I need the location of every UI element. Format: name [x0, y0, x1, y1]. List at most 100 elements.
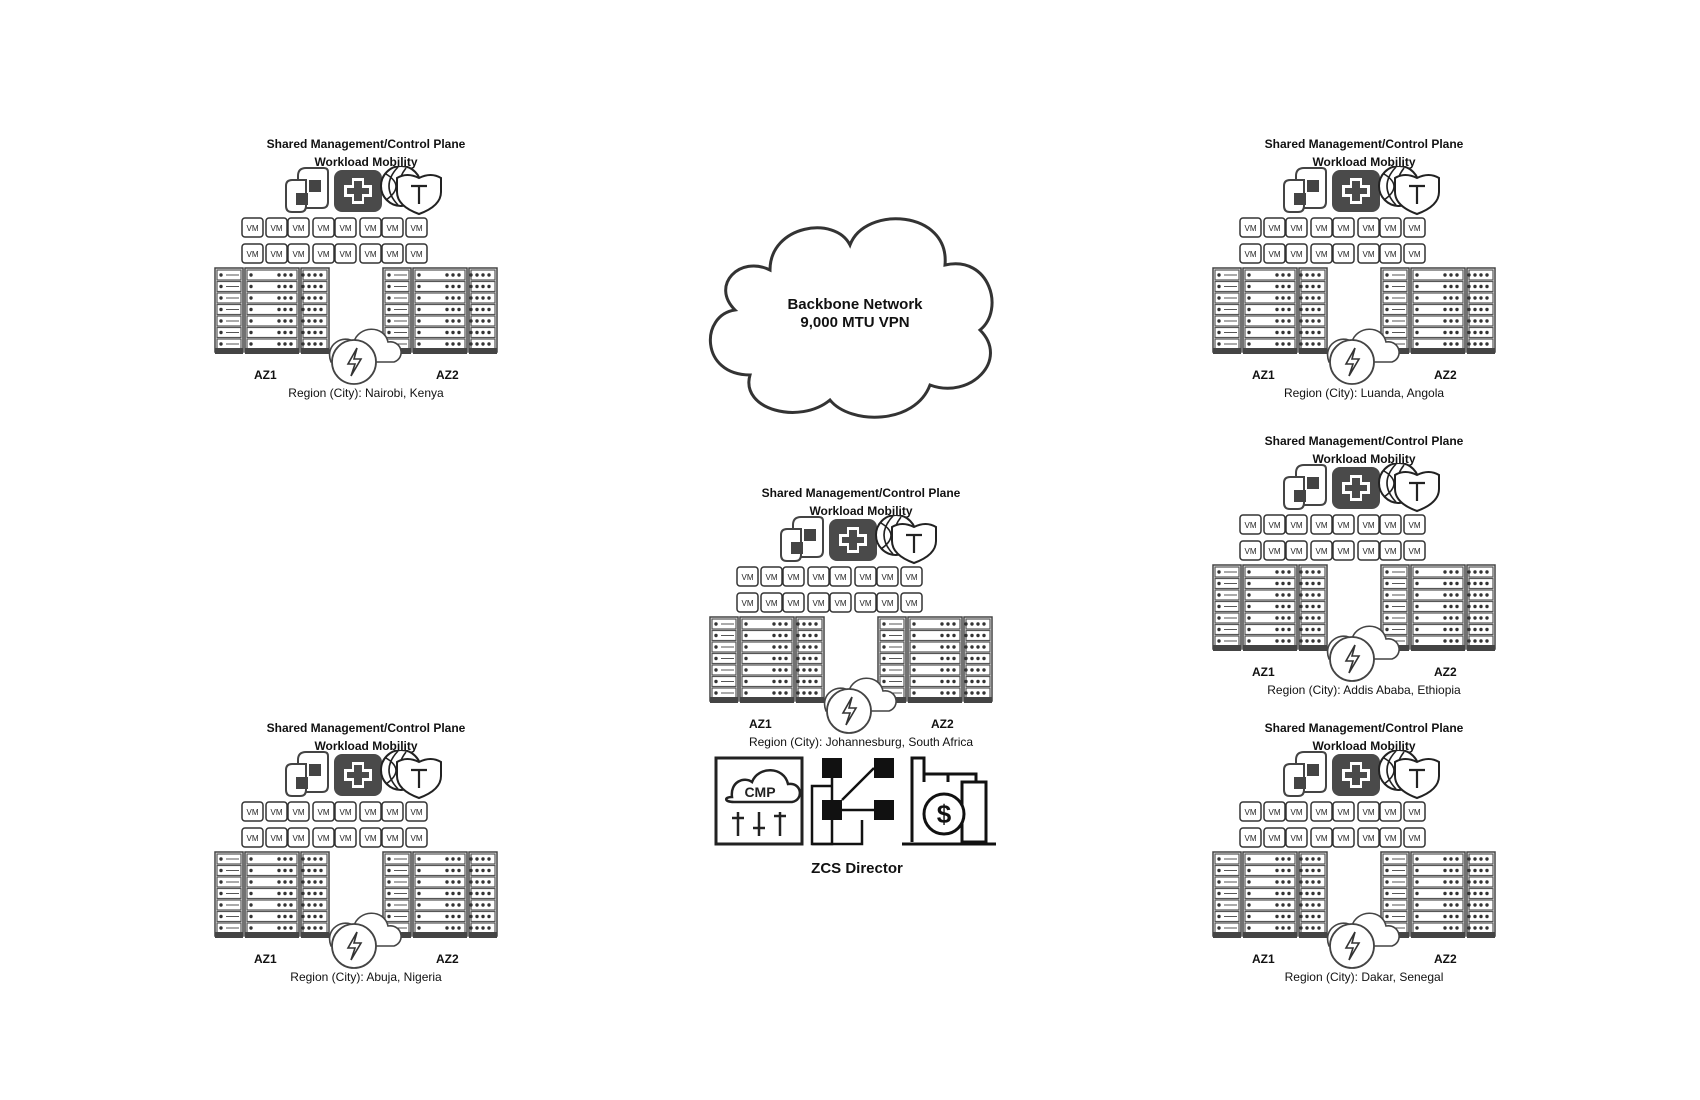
vm-box: VM	[1332, 540, 1355, 561]
az2-label: AZ2	[436, 952, 459, 966]
svg-text:VM: VM	[860, 599, 872, 608]
vm-box: VM	[1310, 217, 1333, 238]
svg-text:VM: VM	[1385, 521, 1397, 530]
vm-box: VM	[287, 827, 310, 848]
server-rack-icon	[1466, 267, 1496, 354]
svg-text:VM: VM	[1363, 250, 1375, 259]
svg-text:VM: VM	[1269, 250, 1281, 259]
site-header-workload-mobility: Workload Mobility	[314, 739, 418, 753]
site-dakar: Shared Management/Control Plane Workload …	[1204, 720, 1524, 990]
vm-box: VM	[1357, 514, 1380, 535]
svg-text:VM: VM	[742, 573, 754, 582]
vm-box: VM	[265, 243, 288, 264]
svg-text:VM: VM	[1409, 250, 1421, 259]
svg-text:VM: VM	[1338, 547, 1350, 556]
vm-box: VM	[1263, 827, 1286, 848]
site-header-workload-mobility: Workload Mobility	[1312, 452, 1416, 466]
vm-box: VM	[1357, 801, 1380, 822]
svg-text:VM: VM	[766, 599, 778, 608]
shield-t-icon	[396, 174, 442, 216]
vm-box: VM	[1285, 514, 1308, 535]
vm-box: VM	[1379, 217, 1402, 238]
site-infrastructure: VM VM VM VM VM VM VM VM VM VM VM VM VM VM VM VM	[1204, 462, 1524, 703]
vm-box: VM	[241, 827, 264, 848]
vm-box: VM	[287, 801, 310, 822]
vm-box: VM	[381, 217, 404, 238]
vm-box: VM	[1357, 827, 1380, 848]
server-rack-icon	[1410, 267, 1466, 354]
svg-text:VM: VM	[1316, 547, 1328, 556]
vm-box: VM	[1310, 801, 1333, 822]
svg-text:VM: VM	[411, 834, 423, 843]
server-rack-icon	[412, 851, 468, 938]
vm-box: VM	[807, 592, 830, 613]
vm-box: VM	[381, 801, 404, 822]
vm-box: VM	[1332, 243, 1355, 264]
vm-box: VM	[1285, 243, 1308, 264]
svg-text:VM: VM	[1269, 547, 1281, 556]
cost-building-icon: $	[902, 756, 996, 846]
az1-label: AZ1	[1252, 368, 1275, 382]
server-rack-icon	[244, 267, 300, 354]
cloud-lightning-icon	[823, 677, 897, 734]
svg-text:VM: VM	[906, 573, 918, 582]
vm-box: VM	[1310, 243, 1333, 264]
svg-text:VM: VM	[1291, 834, 1303, 843]
vm-box: VM	[876, 566, 899, 587]
cloud-lightning-icon	[328, 328, 402, 385]
az1-label: AZ1	[254, 952, 277, 966]
vm-box: VM	[1332, 217, 1355, 238]
site-infrastructure: VM VM VM VM VM VM VM VM VM VM VM VM VM VM VM VM	[206, 165, 526, 406]
region-label: Region (City): Nairobi, Kenya	[288, 386, 444, 400]
svg-text:VM: VM	[1316, 808, 1328, 817]
server-rack-icon	[1242, 851, 1298, 938]
site-nairobi: Shared Management/Control Plane Workload …	[206, 136, 526, 406]
vm-box: VM	[1239, 217, 1262, 238]
vm-box: VM	[1357, 540, 1380, 561]
cmp-cloud-icon: CMP	[714, 756, 804, 846]
svg-text:VM: VM	[247, 224, 259, 233]
site-abuja: Shared Management/Control Plane Workload …	[206, 720, 526, 990]
az1-label: AZ1	[749, 717, 772, 731]
svg-text:VM: VM	[318, 834, 330, 843]
cloud-lightning-icon	[1326, 912, 1400, 969]
shield-t-icon	[1394, 758, 1440, 800]
server-rack-icon	[300, 267, 330, 354]
svg-text:VM: VM	[1385, 834, 1397, 843]
svg-text:VM: VM	[247, 250, 259, 259]
vm-box: VM	[760, 566, 783, 587]
medical-cross-icon	[334, 170, 382, 212]
svg-text:VM: VM	[1363, 834, 1375, 843]
svg-text:VM: VM	[1338, 224, 1350, 233]
backbone-title: Backbone Network	[787, 296, 923, 313]
svg-text:VM: VM	[835, 599, 847, 608]
server-rack-icon	[1410, 564, 1466, 651]
site-infrastructure: VM VM VM VM VM VM VM VM VM VM VM VM VM VM VM VM	[1204, 749, 1524, 990]
vm-box: VM	[1379, 540, 1402, 561]
backbone-subtitle: 9,000 MTU VPN	[800, 314, 910, 331]
svg-text:VM: VM	[1245, 547, 1257, 556]
vm-box: VM	[1379, 514, 1402, 535]
svg-text:VM: VM	[340, 224, 352, 233]
cmp-text: CMP	[744, 784, 775, 800]
cloud-lightning-icon	[1326, 328, 1400, 385]
vm-box: VM	[334, 827, 357, 848]
az2-label: AZ2	[1434, 368, 1457, 382]
medical-cross-icon	[1332, 467, 1380, 509]
svg-text:VM: VM	[1245, 834, 1257, 843]
svg-text:VM: VM	[1338, 834, 1350, 843]
az1-label: AZ1	[1252, 952, 1275, 966]
vm-box: VM	[876, 592, 899, 613]
medical-cross-icon	[1332, 754, 1380, 796]
server-rack-icon	[1298, 851, 1328, 938]
server-rack-icon	[468, 267, 498, 354]
svg-text:VM: VM	[1291, 521, 1303, 530]
vmware-logo-icon	[1283, 464, 1327, 510]
site-header-control-plane: Shared Management/Control Plane	[1264, 721, 1464, 735]
site-header-control-plane: Shared Management/Control Plane	[761, 486, 961, 500]
svg-text:VM: VM	[318, 808, 330, 817]
svg-text:VM: VM	[340, 808, 352, 817]
vm-box: VM	[1239, 243, 1262, 264]
vmware-logo-icon	[285, 751, 329, 797]
vm-box: VM	[334, 801, 357, 822]
